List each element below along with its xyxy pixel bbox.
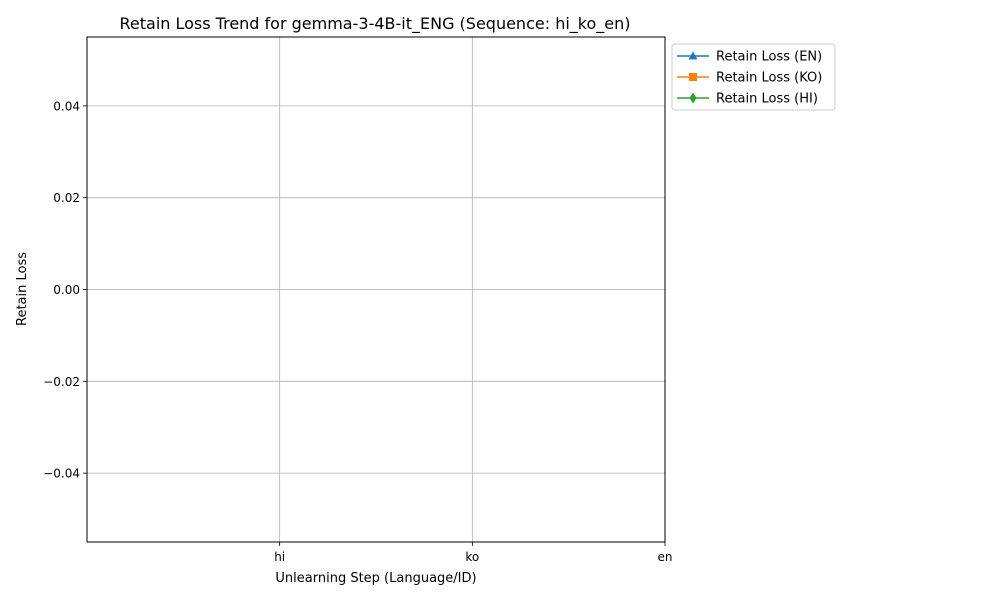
legend-marker-diamond <box>689 92 697 104</box>
legend-label: Retain Loss (EN) <box>716 50 822 65</box>
x-axis-ticks: hi ko en <box>274 542 673 564</box>
chart-title: Retain Loss Trend for gemma-3-4B-it_ENG … <box>120 14 631 34</box>
legend-label: Retain Loss (KO) <box>716 71 822 86</box>
x-tick-label: ko <box>465 550 479 564</box>
y-tick-label: 0.00 <box>53 283 80 297</box>
x-tick-label: en <box>658 550 673 564</box>
legend-entry: Retain Loss (EN) <box>677 50 822 65</box>
legend-frame <box>671 43 836 111</box>
legend-entry: Retain Loss (KO) <box>677 71 822 86</box>
legend-items: Retain Loss (EN) Retain Loss (KO) Retain L… <box>677 50 822 107</box>
legend-label: Retain Loss (HI) <box>716 92 818 107</box>
legend: Retain Loss (EN) Retain Loss (KO) Retain L… <box>671 43 836 111</box>
x-axis-label: Unlearning Step (Language/ID) <box>275 571 476 586</box>
legend-entry: Retain Loss (HI) <box>677 92 818 107</box>
y-tick-label: 0.02 <box>53 191 80 205</box>
y-tick-label: −0.04 <box>43 467 80 481</box>
y-axis-label: Retain Loss <box>15 252 30 326</box>
y-axis-ticks: 0.04 0.02 0.00 −0.02 −0.04 <box>43 99 87 481</box>
legend-marker-triangle <box>688 51 698 60</box>
x-tick-label: hi <box>274 550 285 564</box>
y-tick-label: 0.04 <box>53 99 80 113</box>
y-tick-label: −0.02 <box>43 375 80 389</box>
grid-lines <box>87 37 666 542</box>
legend-marker-square <box>689 73 697 81</box>
